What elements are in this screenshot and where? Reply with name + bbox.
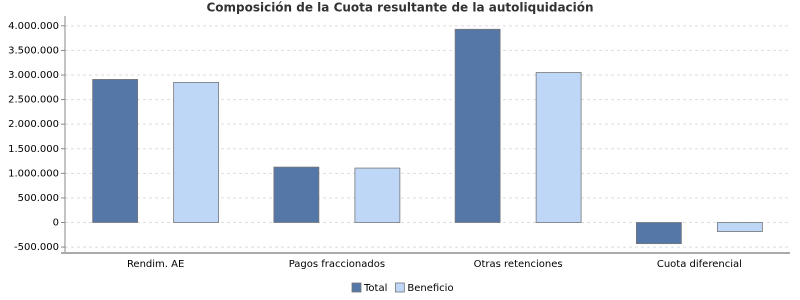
y-tick-label: 500.000: [18, 193, 59, 204]
bar: [273, 166, 320, 223]
bar: [354, 167, 401, 223]
legend-label: Beneficio: [407, 283, 453, 294]
legend-label: Total: [363, 283, 387, 294]
y-tick-label: 2.500.000: [8, 95, 59, 106]
bar: [716, 222, 763, 232]
bar: [635, 222, 682, 245]
x-tick-label: Pagos fraccionados: [289, 259, 385, 270]
x-tick-label: Rendim. AE: [127, 259, 184, 270]
x-tick-label: Cuota diferencial: [657, 259, 742, 270]
legend-swatch: [351, 282, 362, 293]
legend-swatch: [394, 282, 405, 293]
y-tick-label: 1.000.000: [8, 168, 59, 179]
y-tick-label: -500.000: [14, 242, 59, 253]
x-tick-label: Otras retenciones: [474, 259, 563, 270]
y-tick-label: 0: [53, 218, 59, 229]
y-tick-label: 3.000.000: [8, 70, 59, 81]
y-tick-label: 3.500.000: [8, 45, 59, 56]
bar: [454, 28, 501, 223]
y-tick-label: 2.000.000: [8, 119, 59, 130]
y-tick-label: 4.000.000: [8, 21, 59, 32]
bar: [173, 81, 220, 223]
bar: [92, 79, 139, 223]
chart-title: Composición de la Cuota resultante de la…: [206, 1, 593, 15]
bar: [535, 72, 582, 223]
y-tick-label: 1.500.000: [8, 144, 59, 155]
